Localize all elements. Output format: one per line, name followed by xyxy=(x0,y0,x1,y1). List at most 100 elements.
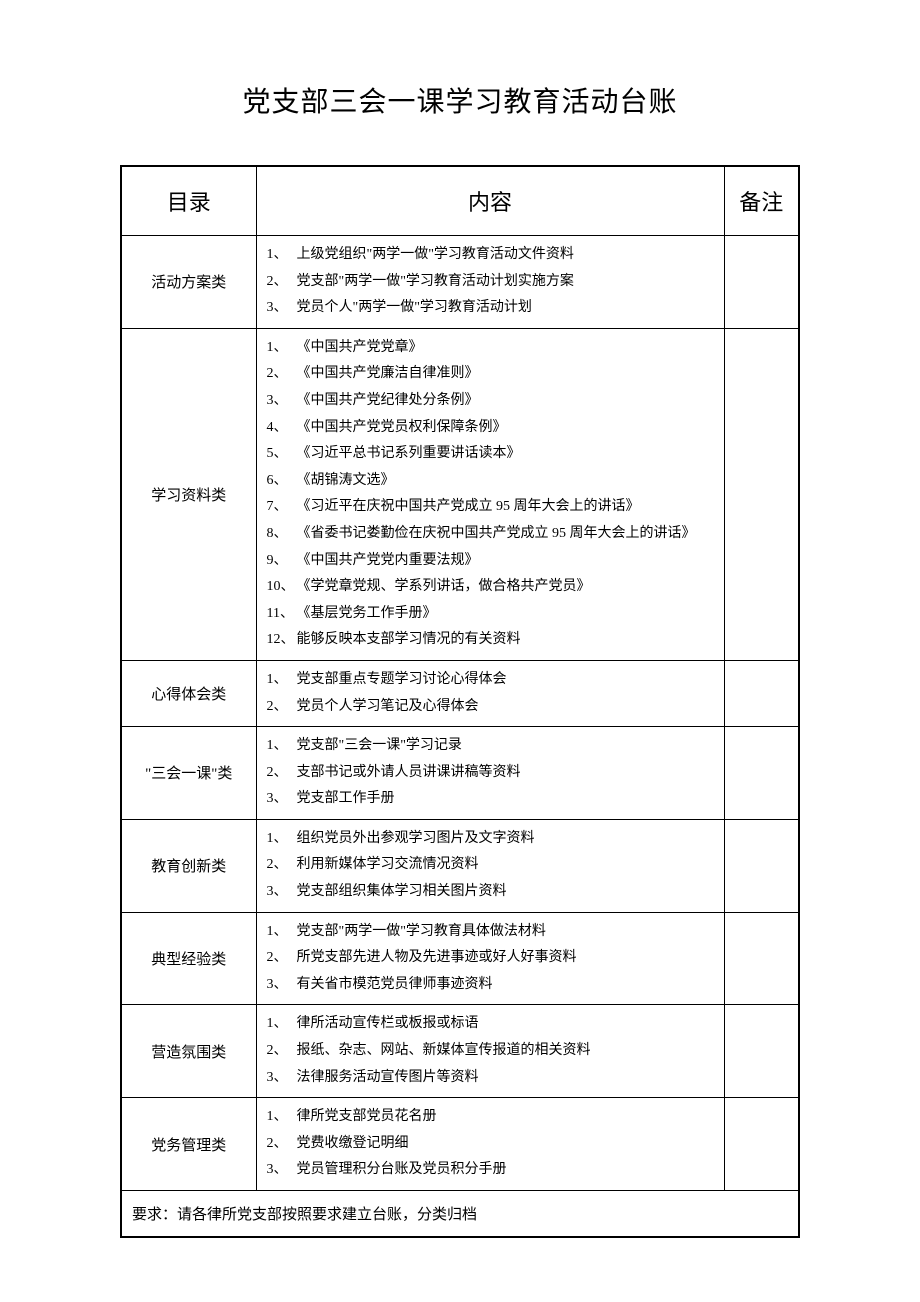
list-item-number: 2、 xyxy=(267,269,297,296)
remark-cell xyxy=(724,236,799,329)
list-item: 1、党支部"三会一课"学习记录 xyxy=(267,733,714,760)
list-item-number: 2、 xyxy=(267,694,297,721)
list-item-text: 能够反映本支部学习情况的有关资料 xyxy=(297,627,714,654)
list-item-number: 3、 xyxy=(267,972,297,999)
table-row: 活动方案类1、上级党组织"两学一做"学习教育活动文件资料2、党支部"两学一做"学… xyxy=(121,236,799,329)
list-item: 1、律所活动宣传栏或板报或标语 xyxy=(267,1011,714,1038)
list-item-text: 党支部工作手册 xyxy=(297,786,714,813)
table-row: 学习资料类1、《中国共产党党章》2、《中国共产党廉洁自律准则》3、《中国共产党纪… xyxy=(121,328,799,660)
list-item: 3、党支部组织集体学习相关图片资料 xyxy=(267,879,714,906)
list-item: 3、党支部工作手册 xyxy=(267,786,714,813)
content-cell: 1、律所活动宣传栏或板报或标语2、报纸、杂志、网站、新媒体宣传报道的相关资料3、… xyxy=(256,1005,724,1098)
list-item-text: 党支部"两学一做"学习教育具体做法材料 xyxy=(297,919,714,946)
list-item-text: 党支部重点专题学习讨论心得体会 xyxy=(297,667,714,694)
list-item: 3、《中国共产党纪律处分条例》 xyxy=(267,388,714,415)
list-item-text: 党员管理积分台账及党员积分手册 xyxy=(297,1157,714,1184)
list-item-text: 《中国共产党党章》 xyxy=(297,335,714,362)
table-row: 心得体会类1、党支部重点专题学习讨论心得体会2、党员个人学习笔记及心得体会 xyxy=(121,660,799,726)
list-item-text: 党员个人学习笔记及心得体会 xyxy=(297,694,714,721)
category-cell: "三会一课"类 xyxy=(121,727,256,820)
list-item: 2、所党支部先进人物及先进事迹或好人好事资料 xyxy=(267,945,714,972)
list-item-text: 党支部"两学一做"学习教育活动计划实施方案 xyxy=(297,269,714,296)
header-directory: 目录 xyxy=(121,166,256,236)
content-list: 1、组织党员外出参观学习图片及文字资料2、利用新媒体学习交流情况资料3、党支部组… xyxy=(267,826,714,906)
list-item-number: 2、 xyxy=(267,760,297,787)
list-item: 2、报纸、杂志、网站、新媒体宣传报道的相关资料 xyxy=(267,1038,714,1065)
list-item-number: 6、 xyxy=(267,468,297,495)
list-item: 3、有关省市模范党员律师事迹资料 xyxy=(267,972,714,999)
list-item: 1、上级党组织"两学一做"学习教育活动文件资料 xyxy=(267,242,714,269)
remark-cell xyxy=(724,912,799,1005)
footer-cell: 要求：请各律所党支部按照要求建立台账，分类归档 xyxy=(121,1191,799,1238)
list-item: 3、党员管理积分台账及党员积分手册 xyxy=(267,1157,714,1184)
list-item-number: 11、 xyxy=(267,601,297,628)
list-item-number: 1、 xyxy=(267,335,297,362)
list-item-number: 3、 xyxy=(267,1157,297,1184)
list-item: 2、党员个人学习笔记及心得体会 xyxy=(267,694,714,721)
list-item-number: 1、 xyxy=(267,919,297,946)
list-item-text: 组织党员外出参观学习图片及文字资料 xyxy=(297,826,714,853)
list-item-number: 2、 xyxy=(267,361,297,388)
header-remark: 备注 xyxy=(724,166,799,236)
list-item-number: 8、 xyxy=(267,521,297,548)
footer-row: 要求：请各律所党支部按照要求建立台账，分类归档 xyxy=(121,1191,799,1238)
content-cell: 1、律所党支部党员花名册2、党费收缴登记明细3、党员管理积分台账及党员积分手册 xyxy=(256,1098,724,1191)
category-cell: 教育创新类 xyxy=(121,819,256,912)
list-item-number: 1、 xyxy=(267,826,297,853)
content-list: 1、《中国共产党党章》2、《中国共产党廉洁自律准则》3、《中国共产党纪律处分条例… xyxy=(267,335,714,654)
list-item-text: 《省委书记娄勤俭在庆祝中国共产党成立 95 周年大会上的讲话》 xyxy=(297,521,714,548)
list-item: 2、利用新媒体学习交流情况资料 xyxy=(267,852,714,879)
list-item-number: 5、 xyxy=(267,441,297,468)
category-cell: 典型经验类 xyxy=(121,912,256,1005)
content-cell: 1、上级党组织"两学一做"学习教育活动文件资料2、党支部"两学一做"学习教育活动… xyxy=(256,236,724,329)
list-item: 3、党员个人"两学一做"学习教育活动计划 xyxy=(267,295,714,322)
list-item-number: 3、 xyxy=(267,1065,297,1092)
list-item: 1、组织党员外出参观学习图片及文字资料 xyxy=(267,826,714,853)
list-item-number: 1、 xyxy=(267,1104,297,1131)
list-item-number: 4、 xyxy=(267,415,297,442)
category-cell: 学习资料类 xyxy=(121,328,256,660)
document-title: 党支部三会一课学习教育活动台账 xyxy=(120,80,800,120)
list-item-text: 上级党组织"两学一做"学习教育活动文件资料 xyxy=(297,242,714,269)
remark-cell xyxy=(724,727,799,820)
list-item: 1、律所党支部党员花名册 xyxy=(267,1104,714,1131)
content-list: 1、党支部"两学一做"学习教育具体做法材料2、所党支部先进人物及先进事迹或好人好… xyxy=(267,919,714,999)
list-item-number: 3、 xyxy=(267,786,297,813)
list-item-number: 1、 xyxy=(267,1011,297,1038)
list-item-text: 《中国共产党党员权利保障条例》 xyxy=(297,415,714,442)
header-content: 内容 xyxy=(256,166,724,236)
list-item: 5、《习近平总书记系列重要讲话读本》 xyxy=(267,441,714,468)
list-item: 1、党支部重点专题学习讨论心得体会 xyxy=(267,667,714,694)
list-item-text: 党支部组织集体学习相关图片资料 xyxy=(297,879,714,906)
list-item: 10、《学党章党规、学系列讲话，做合格共产党员》 xyxy=(267,574,714,601)
table-row: 党务管理类1、律所党支部党员花名册2、党费收缴登记明细3、党员管理积分台账及党员… xyxy=(121,1098,799,1191)
list-item-number: 2、 xyxy=(267,1038,297,1065)
list-item-text: 支部书记或外请人员讲课讲稿等资料 xyxy=(297,760,714,787)
content-list: 1、党支部重点专题学习讨论心得体会2、党员个人学习笔记及心得体会 xyxy=(267,667,714,720)
list-item: 9、《中国共产党党内重要法规》 xyxy=(267,548,714,575)
list-item: 2、《中国共产党廉洁自律准则》 xyxy=(267,361,714,388)
list-item-text: 有关省市模范党员律师事迹资料 xyxy=(297,972,714,999)
list-item-text: 利用新媒体学习交流情况资料 xyxy=(297,852,714,879)
list-item-text: 《学党章党规、学系列讲话，做合格共产党员》 xyxy=(297,574,714,601)
remark-cell xyxy=(724,1098,799,1191)
list-item-text: 《习近平在庆祝中国共产党成立 95 周年大会上的讲话》 xyxy=(297,494,714,521)
list-item: 3、法律服务活动宣传图片等资料 xyxy=(267,1065,714,1092)
list-item-text: 党员个人"两学一做"学习教育活动计划 xyxy=(297,295,714,322)
list-item-number: 12、 xyxy=(267,627,297,654)
list-item-text: 《中国共产党纪律处分条例》 xyxy=(297,388,714,415)
category-cell: 党务管理类 xyxy=(121,1098,256,1191)
list-item-text: 所党支部先进人物及先进事迹或好人好事资料 xyxy=(297,945,714,972)
list-item-number: 3、 xyxy=(267,295,297,322)
list-item-number: 10、 xyxy=(267,574,297,601)
list-item-number: 9、 xyxy=(267,548,297,575)
content-list: 1、上级党组织"两学一做"学习教育活动文件资料2、党支部"两学一做"学习教育活动… xyxy=(267,242,714,322)
list-item: 2、支部书记或外请人员讲课讲稿等资料 xyxy=(267,760,714,787)
list-item-text: 《中国共产党党内重要法规》 xyxy=(297,548,714,575)
list-item-number: 2、 xyxy=(267,945,297,972)
list-item: 12、能够反映本支部学习情况的有关资料 xyxy=(267,627,714,654)
content-cell: 1、党支部"三会一课"学习记录2、支部书记或外请人员讲课讲稿等资料3、党支部工作… xyxy=(256,727,724,820)
list-item-text: 党费收缴登记明细 xyxy=(297,1131,714,1158)
category-cell: 活动方案类 xyxy=(121,236,256,329)
table-row: "三会一课"类1、党支部"三会一课"学习记录2、支部书记或外请人员讲课讲稿等资料… xyxy=(121,727,799,820)
